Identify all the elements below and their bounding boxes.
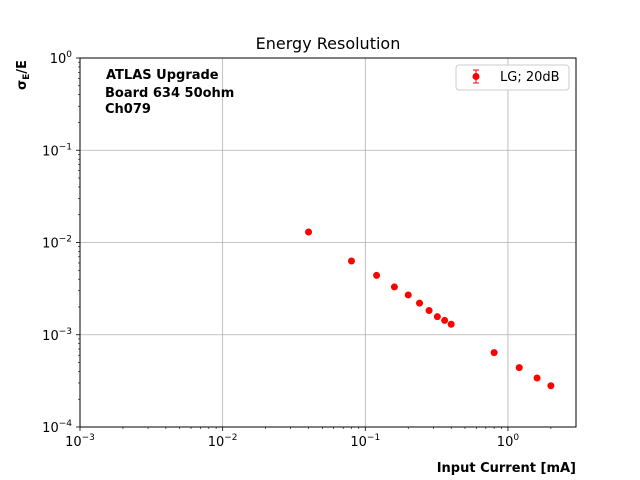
major-ticks <box>76 57 509 431</box>
x-tick-label: 10−3 <box>65 433 95 450</box>
data-point <box>441 316 449 324</box>
data-point <box>347 257 355 265</box>
data-point <box>547 382 555 390</box>
grid-lines <box>80 58 576 427</box>
legend-marker <box>472 69 480 84</box>
data-point <box>433 313 441 321</box>
y-axis-label: σE/E <box>15 60 32 90</box>
x-tick-label: 10−1 <box>350 433 380 450</box>
legend: LG; 20dB <box>455 64 570 91</box>
chart-title: Energy Resolution <box>256 34 401 53</box>
legend-box <box>455 64 570 91</box>
data-point <box>305 228 313 236</box>
annotation-line-1: ATLAS Upgrade <box>106 68 219 83</box>
annotation-block: ATLAS Upgrade Board 634 50ohm Ch079 <box>105 68 234 117</box>
y-tick-label: 10−2 <box>42 235 72 252</box>
y-tick-label: 100 <box>50 50 73 67</box>
plot-frame <box>79 57 577 428</box>
annotation-line-3: Ch079 <box>105 102 151 117</box>
y-tick-label: 10−4 <box>42 419 72 436</box>
annotation-line-2: Board 634 50ohm <box>105 86 234 101</box>
data-point <box>390 283 398 291</box>
x-tick-labels: 10−3 10−2 10−1 100 <box>65 433 519 450</box>
data-point <box>416 299 424 307</box>
data-point <box>533 374 541 382</box>
y-tick-label: 10−1 <box>42 142 72 159</box>
data-point <box>515 364 523 372</box>
y-tick-labels: 10−4 10−3 10−2 10−1 100 <box>42 50 72 436</box>
data-point <box>373 271 381 279</box>
data-point <box>425 307 433 315</box>
data-point <box>404 291 412 299</box>
data-point <box>447 320 455 328</box>
legend-label: LG; 20dB <box>500 70 560 85</box>
data-points <box>305 228 555 390</box>
data-point <box>490 349 498 357</box>
minor-ticks <box>78 61 552 429</box>
x-tick-label: 100 <box>497 433 520 450</box>
x-axis-label: Input Current [mA] <box>437 461 576 476</box>
x-tick-label: 10−2 <box>208 433 238 450</box>
y-tick-label: 10−3 <box>42 327 72 344</box>
